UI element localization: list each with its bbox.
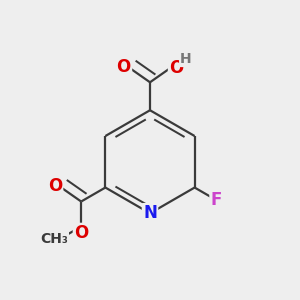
- Text: H: H: [180, 52, 192, 66]
- Text: O: O: [169, 59, 183, 77]
- Text: O: O: [74, 224, 88, 242]
- Text: F: F: [211, 191, 222, 209]
- Text: N: N: [143, 204, 157, 222]
- Text: O: O: [117, 58, 131, 76]
- Text: O: O: [48, 177, 62, 195]
- Text: CH₃: CH₃: [40, 232, 68, 246]
